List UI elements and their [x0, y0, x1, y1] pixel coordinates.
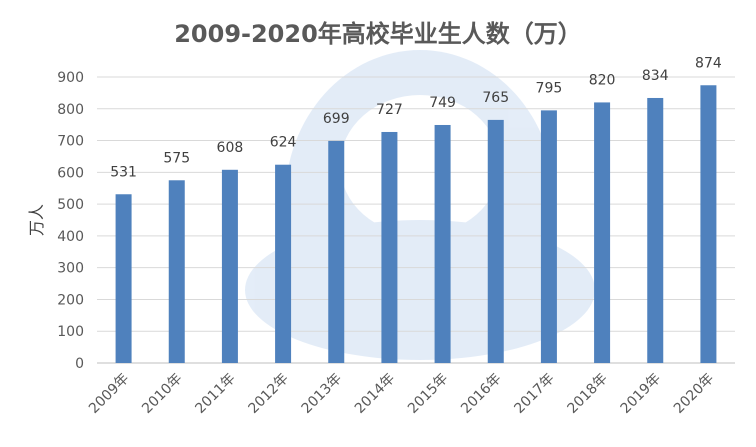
y-axis-label: 万人 — [27, 204, 46, 236]
x-tick-label: 2020年 — [671, 371, 717, 417]
x-tick-label: 2019年 — [618, 371, 664, 417]
y-tick-label: 100 — [57, 324, 84, 340]
bar — [540, 110, 557, 363]
x-tick-label: 2010年 — [139, 371, 185, 417]
data-label: 727 — [376, 102, 403, 118]
y-tick-label: 400 — [57, 229, 84, 245]
bar — [328, 140, 345, 363]
x-tick-label: 2016年 — [458, 371, 504, 417]
data-label: 749 — [429, 95, 456, 111]
bar — [700, 85, 717, 364]
bar — [168, 180, 185, 363]
bar — [275, 164, 292, 363]
y-tick-label: 200 — [57, 292, 84, 308]
data-label: 699 — [323, 111, 350, 127]
y-tick-label: 800 — [57, 102, 84, 118]
y-tick-label: 600 — [57, 165, 84, 181]
x-tick-label: 2009年 — [86, 371, 132, 417]
y-tick-label: 900 — [57, 70, 84, 86]
data-label: 765 — [482, 90, 509, 106]
chart-title: 2009-2020年高校毕业生人数（万） — [174, 20, 582, 48]
watermark-mascot — [245, 50, 595, 360]
x-tick-label: 2015年 — [405, 371, 451, 417]
data-label: 834 — [642, 68, 669, 84]
x-tick-label: 2013年 — [299, 371, 345, 417]
x-tick-label: 2011年 — [192, 371, 238, 417]
y-tick-label: 300 — [57, 261, 84, 277]
x-tick-label: 2014年 — [352, 371, 398, 417]
x-tick-label: 2018年 — [564, 371, 610, 417]
bar — [647, 97, 664, 364]
bar — [221, 169, 238, 363]
y-tick-label: 0 — [75, 356, 84, 372]
x-tick-label: 2017年 — [511, 371, 557, 417]
data-label: 820 — [589, 72, 616, 88]
bar — [487, 119, 504, 364]
data-label: 531 — [110, 164, 137, 180]
data-label: 608 — [217, 140, 244, 156]
data-label: 874 — [695, 55, 722, 71]
bar — [434, 124, 451, 364]
data-label: 795 — [536, 80, 563, 96]
y-tick-label: 500 — [57, 197, 84, 213]
data-label: 624 — [270, 135, 297, 151]
bar — [594, 102, 611, 363]
y-tick-label: 700 — [57, 134, 84, 150]
bar — [115, 194, 132, 363]
data-label: 575 — [163, 150, 190, 166]
x-tick-label: 2012年 — [245, 371, 291, 417]
bar — [381, 131, 398, 363]
